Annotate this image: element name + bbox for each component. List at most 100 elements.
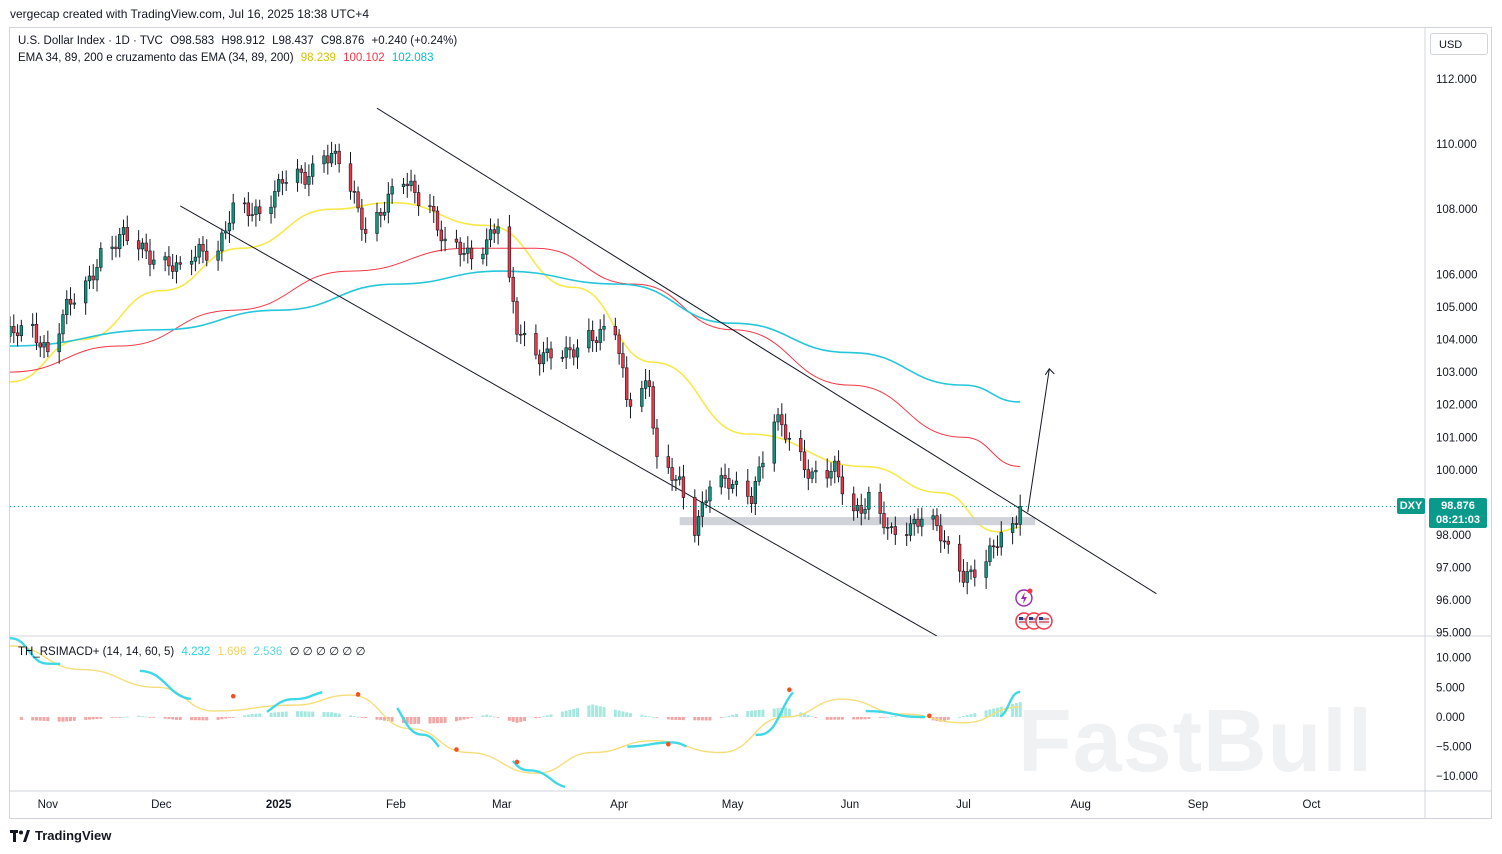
- candle-body: [946, 540, 950, 545]
- candle-body: [34, 323, 39, 344]
- candle-body: [783, 424, 788, 440]
- histogram-bar: [121, 716, 126, 718]
- histogram-bar: [965, 715, 969, 717]
- histogram-bar: [753, 710, 757, 717]
- time-tick-label: Jun: [841, 799, 860, 811]
- candle-body: [534, 333, 538, 356]
- candle-body: [276, 179, 281, 192]
- histogram-bar: [46, 716, 50, 722]
- tradingview-footer[interactable]: TradingView: [10, 828, 111, 843]
- histogram-bar: [280, 711, 284, 717]
- candle-body: [12, 326, 16, 334]
- histogram-bar: [893, 716, 897, 717]
- histogram-bar: [462, 716, 466, 720]
- candle-body: [242, 202, 247, 205]
- candle-body: [746, 480, 750, 497]
- time-tick-label: Nov: [38, 799, 59, 811]
- histogram-bar: [42, 716, 46, 721]
- candle-body: [984, 561, 988, 578]
- currency-button[interactable]: USD: [1430, 33, 1488, 55]
- histogram-bar: [439, 716, 443, 724]
- ema-label: EMA 34, 89, 200 e cruzamento das EMA (34…: [18, 52, 294, 64]
- candle-body: [1010, 523, 1015, 533]
- candle-body: [787, 438, 792, 440]
- candle-body: [432, 206, 436, 212]
- candle-body: [749, 496, 754, 504]
- candle-body: [912, 519, 916, 525]
- candle-body: [401, 183, 406, 187]
- candle-body: [223, 230, 228, 234]
- candle-body: [696, 516, 701, 536]
- candle-body: [825, 470, 829, 479]
- ema-legend: EMA 34, 89, 200 e cruzamento das EMA (34…: [18, 52, 437, 64]
- histogram-bar: [458, 716, 462, 721]
- histogram-bar: [958, 716, 962, 718]
- histogram-bar: [621, 711, 625, 717]
- time-tick-label: 2025: [266, 799, 292, 811]
- histogram-bar: [91, 716, 95, 720]
- histogram-bar: [666, 716, 670, 720]
- candle-body: [227, 222, 232, 232]
- histogram-bar: [587, 705, 591, 717]
- histogram-bar: [1014, 703, 1018, 717]
- candle-body: [311, 163, 315, 177]
- candle-body: [413, 180, 417, 193]
- candle-body: [295, 168, 300, 183]
- histogram-bar: [541, 716, 545, 718]
- histogram-bar: [405, 716, 409, 724]
- time-tick-label: Oct: [1303, 799, 1322, 811]
- osc-tick-label: 5.000: [1436, 682, 1465, 694]
- candle-body: [590, 330, 595, 341]
- candle-body: [258, 206, 262, 214]
- candle-body: [625, 367, 629, 400]
- histogram-bar: [1011, 703, 1015, 717]
- candle-body: [560, 357, 565, 359]
- candle-body: [125, 227, 129, 241]
- histogram-bar: [640, 715, 644, 717]
- candle-body: [757, 466, 761, 482]
- histogram-bar: [534, 716, 538, 719]
- histogram-bar: [57, 716, 61, 722]
- histogram-bar: [647, 716, 651, 718]
- tradingview-logo-icon: [10, 829, 30, 842]
- candle-body: [118, 234, 122, 250]
- candle-body: [110, 246, 114, 249]
- candle-body: [931, 515, 935, 520]
- candle-body: [522, 333, 527, 336]
- flag-canton: [1018, 617, 1023, 620]
- histogram-bar: [193, 716, 197, 721]
- candle-body: [836, 460, 841, 478]
- histogram-bar: [776, 708, 780, 717]
- candle-body: [144, 242, 148, 252]
- histogram-bar: [148, 716, 152, 718]
- candle-body: [171, 265, 175, 272]
- histogram-bar: [95, 716, 99, 720]
- candle-body: [965, 571, 969, 583]
- candle-body: [439, 229, 443, 242]
- histogram-bar: [38, 716, 42, 721]
- candle-body: [167, 256, 171, 267]
- candle-body: [916, 519, 920, 527]
- histogram-bar: [34, 716, 38, 721]
- candle-body: [416, 192, 421, 207]
- histogram-bar: [697, 716, 701, 721]
- candle-body: [38, 342, 42, 348]
- candle-body: [390, 186, 394, 195]
- histogram-bar: [31, 716, 35, 721]
- osc-value-1: 4.232: [181, 646, 211, 658]
- candle-body: [515, 301, 519, 335]
- histogram-bar: [992, 708, 996, 717]
- histogram-bar: [890, 716, 894, 718]
- histogram-bar: [201, 716, 205, 721]
- histogram-bar: [485, 714, 489, 717]
- histogram-bar: [507, 716, 511, 721]
- histogram-bar: [511, 716, 515, 722]
- price-tick-label: 96.000: [1436, 595, 1471, 607]
- candle-body: [723, 475, 727, 479]
- ohlc-change: +0.240 (+0.24%): [371, 35, 458, 47]
- histogram-bar: [628, 713, 632, 717]
- candle-body: [174, 262, 179, 272]
- ohlc-close: C98.876: [320, 35, 365, 47]
- candle-body: [91, 275, 95, 281]
